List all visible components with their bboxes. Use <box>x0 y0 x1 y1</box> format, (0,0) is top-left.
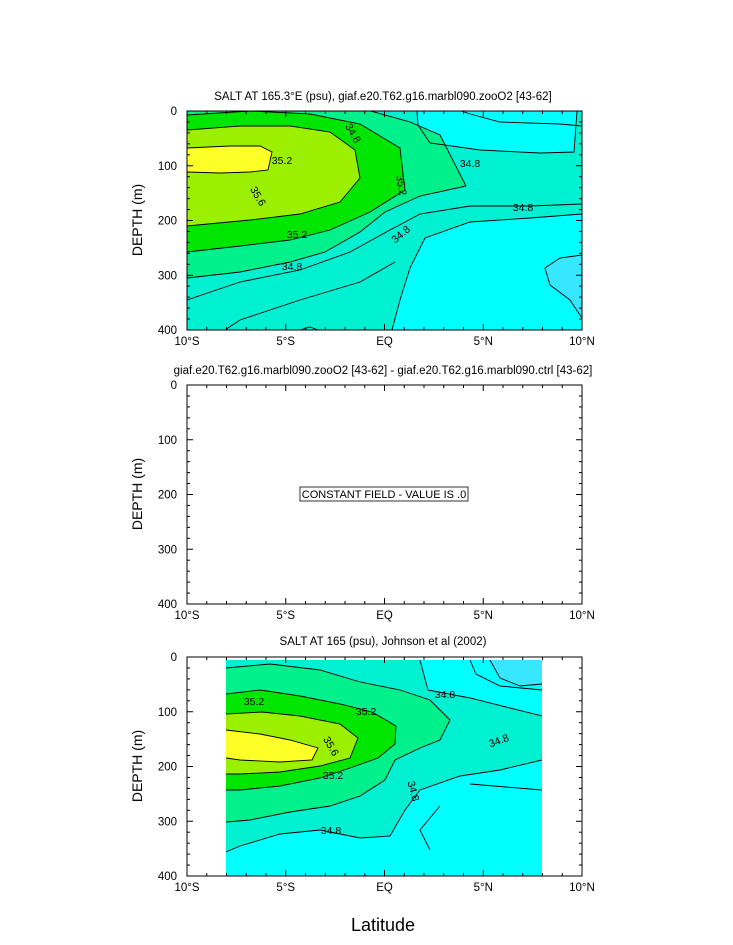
y-tick-label: 100 <box>158 435 177 447</box>
panel-middle-axes: 10°S 5°S EQ 5°N 10°N 0 100 200 300 400 <box>158 380 595 622</box>
panel-top-contour-line <box>187 111 406 253</box>
panel-top-contour-line <box>369 111 467 187</box>
panel-top-fill-blue-patch <box>545 255 582 318</box>
panel-bottom-fill-band-356 <box>226 730 318 762</box>
panel-top-contour-label: 35.2 <box>393 174 408 196</box>
panel-bottom-fill-blue-patch <box>490 660 542 686</box>
x-tick-label: 5°S <box>276 610 295 622</box>
x-tick-label: 10°S <box>174 336 199 348</box>
y-tick-label: 0 <box>171 380 177 392</box>
panel-middle-annotation: CONSTANT FIELD - VALUE IS .0 <box>302 489 466 501</box>
panel-middle: giaf.e20.T62.g16.marbl090.zooO2 [43-62] … <box>129 365 595 622</box>
panel-top-contour-label: 35.2 <box>272 155 293 167</box>
x-tick-label: 5°S <box>276 336 295 348</box>
panel-bottom-contour-line <box>226 711 359 775</box>
panel-bottom-contour-label: 35.2 <box>244 696 265 708</box>
figure-xlabel: Latitude <box>351 915 415 935</box>
y-tick-label: 200 <box>158 216 177 228</box>
panel-middle-annotation-box <box>299 486 469 502</box>
panel-bottom-contour-label: 34.8 <box>404 780 421 803</box>
y-tick-label: 100 <box>158 161 177 173</box>
x-tick-label: 5°N <box>474 336 493 348</box>
panel-bottom-contour-line <box>419 660 542 717</box>
panel-top-contour-line <box>187 203 582 301</box>
panel-middle-ylabel: DEPTH (m) <box>129 458 145 530</box>
y-tick-label: 300 <box>158 270 177 282</box>
panel-bottom: SALT AT 165 (psu), Johnson et al (2002) <box>129 636 595 894</box>
panel-bottom-fill-cyan-patch <box>420 784 542 876</box>
panel-top-contour-line <box>224 261 396 330</box>
panel-bottom-contour-line <box>419 805 441 851</box>
panel-middle-title: giaf.e20.T62.g16.marbl090.zooO2 [43-62] … <box>174 365 593 377</box>
y-tick-label: 200 <box>158 762 177 774</box>
panel-top-fill-cyan-deep <box>392 214 582 330</box>
panel-top-contour-line <box>299 326 319 330</box>
y-tick-label: 200 <box>158 490 177 502</box>
x-tick-label: 10°N <box>569 610 595 622</box>
x-tick-label: 10°S <box>174 610 199 622</box>
panel-top-contour-label: 34.8 <box>282 261 303 273</box>
y-tick-label: 400 <box>158 325 177 337</box>
panel-bottom-contour-label: 35.2 <box>323 770 344 782</box>
y-tick-label: 100 <box>158 707 177 719</box>
panel-top-contour-line <box>187 185 467 279</box>
panel-top-plot-area: 34.8 35.2 35.6 35.2 34.8 34.8 34.8 35.2 … <box>187 111 582 330</box>
panel-top-fill-cyan-north <box>417 111 577 153</box>
panel-top-contour-line <box>187 145 273 174</box>
panel-bottom-contour-line <box>469 783 542 791</box>
panel-bottom-title: SALT AT 165 (psu), Johnson et al (2002) <box>280 636 487 648</box>
x-tick-label: EQ <box>376 610 393 622</box>
panel-top-title: SALT AT 165.3°E (psu), giaf.e20.T62.g16.… <box>214 91 551 103</box>
panel-top-contour-line <box>460 111 582 127</box>
panel-bottom-contour-line <box>226 663 451 823</box>
x-tick-label: 5°N <box>474 882 493 894</box>
panel-bottom-ylabel: DEPTH (m) <box>129 730 145 802</box>
x-tick-label: EQ <box>376 336 393 348</box>
y-tick-label: 400 <box>158 871 177 883</box>
panel-bottom-contour-label: 34.8 <box>435 689 456 701</box>
panel-top-contour-line <box>187 125 361 227</box>
panel-bottom-contour-label: 34.8 <box>321 825 342 837</box>
y-tick-label: 0 <box>171 652 177 664</box>
panel-bottom-contour-label: 35.2 <box>356 706 377 718</box>
panel-bottom-contour-line <box>469 660 542 691</box>
panel-top-ylabel: DEPTH (m) <box>129 184 145 256</box>
panel-top-contour-label: 35.2 <box>287 229 308 241</box>
panel-top-contour-line <box>544 254 582 319</box>
panel-bottom-contour-line <box>226 689 397 791</box>
x-tick-label: 10°N <box>569 882 595 894</box>
y-tick-label: 300 <box>158 544 177 556</box>
x-tick-label: 10°N <box>569 336 595 348</box>
panel-bottom-contour-line <box>226 729 319 763</box>
panel-bottom-contour-line <box>489 660 542 687</box>
panel-top-axes: 10°S 5°S EQ 5°N 10°N 0 100 200 300 400 <box>158 106 595 348</box>
x-tick-label: 5°N <box>474 610 493 622</box>
panel-bottom-axes: 10°S 5°S EQ 5°N 10°N 0 100 200 300 400 <box>158 652 595 894</box>
panel-top-contour-label: 34.8 <box>513 202 534 214</box>
x-tick-label: 10°S <box>174 882 199 894</box>
panel-bottom-contour-line <box>226 759 542 853</box>
x-tick-label: EQ <box>376 882 393 894</box>
panel-top-contour-line <box>391 213 582 330</box>
panel-top-contour-label: 34.8 <box>460 158 481 170</box>
panel-bottom-plot-area: 35.2 35.2 34.8 34.8 35.6 35.2 34.8 34.8 <box>226 660 542 876</box>
y-tick-label: 400 <box>158 599 177 611</box>
panel-top-contour-line <box>416 111 578 154</box>
panel-top-fill-band-356 <box>187 146 272 173</box>
y-tick-label: 300 <box>158 816 177 828</box>
x-tick-label: 5°S <box>276 882 295 894</box>
y-tick-label: 0 <box>171 106 177 118</box>
panel-top: SALT AT 165.3°E (psu), giaf.e20.T62.g16.… <box>129 91 595 348</box>
